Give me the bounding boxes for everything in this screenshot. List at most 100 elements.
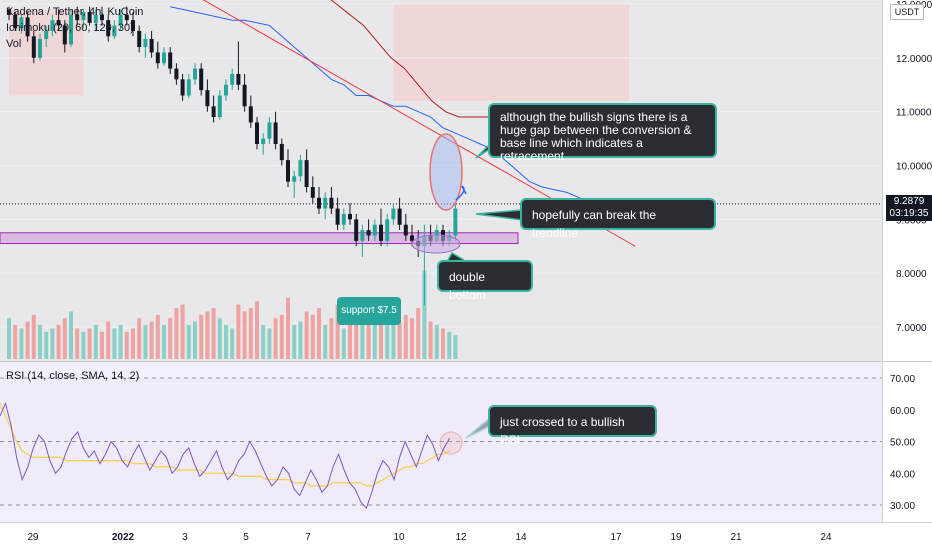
price-tick-label: 12.0000 [896, 54, 932, 65]
volume-bar [447, 331, 452, 359]
candle-body [186, 79, 191, 96]
volume-bar [112, 328, 117, 359]
support-zone[interactable] [0, 232, 519, 245]
candle-body [25, 17, 30, 37]
volume-bar [19, 328, 24, 359]
last-price-value: 9.2879 [893, 196, 925, 207]
currency-label[interactable]: USDT [890, 4, 924, 20]
volume-bar [279, 314, 284, 359]
candle-body [323, 197, 328, 209]
volume-bar [7, 318, 11, 359]
volume-bar [329, 318, 334, 359]
candle-body [180, 79, 185, 96]
candle-body [44, 30, 49, 39]
volume-bar [87, 328, 92, 359]
candle-body [155, 52, 160, 64]
volume-bar [304, 311, 309, 359]
candle-body [149, 38, 154, 53]
candle-body [87, 12, 92, 23]
volume-bar [174, 308, 179, 359]
volume-bar [143, 325, 148, 359]
volume-bar [248, 308, 253, 359]
gap-callout-pointer [475, 145, 489, 159]
candle-body [211, 106, 216, 118]
volume-bar [354, 301, 359, 359]
candle-body [329, 197, 334, 209]
volume-bar [385, 325, 390, 359]
candle-body [391, 208, 396, 220]
rsi-callout[interactable]: just crossed to a bullish RSI [488, 405, 657, 447]
candle-body [131, 20, 135, 31]
candle-body [199, 68, 204, 91]
candle-body [317, 197, 321, 209]
support-zone-band [0, 232, 519, 245]
candle-body [348, 213, 352, 220]
trendline-callout[interactable]: hopefully can break the trendline [520, 198, 716, 240]
volume-bar [149, 321, 154, 359]
volume-bar [25, 321, 30, 359]
volume-bar [422, 270, 427, 359]
volume-bar [434, 325, 439, 359]
support-callout[interactable]: support $7.5 [337, 297, 401, 325]
volume-bar [292, 325, 297, 359]
cloud-region [393, 4, 629, 101]
time-tick-label: 7 [305, 532, 311, 543]
candle-body [106, 20, 111, 37]
volume-bar [348, 325, 352, 359]
double-bottom-callout[interactable]: double bottom [437, 260, 533, 302]
volume-bar [379, 311, 383, 359]
volume-bar [205, 311, 210, 359]
symbol-legend[interactable]: Kadena / Tether, 4h, KuCoin [6, 6, 144, 18]
volume-bar [372, 321, 377, 359]
bullish-arrow [455, 185, 467, 201]
candle-body [304, 160, 309, 188]
trend-callout-pointer [475, 209, 523, 221]
rsi-tick-label: 50.00 [890, 438, 915, 449]
volume-bar [50, 328, 55, 359]
candle-body [385, 219, 390, 241]
time-tick-label: 2022 [112, 532, 135, 543]
base-line [330, 0, 514, 118]
rsi-tick-label: 30.00 [890, 501, 915, 512]
candle-body [100, 14, 104, 21]
candle-body [38, 38, 42, 58]
candle-body [217, 95, 222, 118]
candle-body [205, 90, 210, 107]
volume-legend[interactable]: Vol [6, 38, 22, 50]
volume-bar [137, 318, 142, 359]
volume-bar [255, 301, 259, 359]
volume-bar [100, 331, 104, 359]
volume-bar [118, 325, 123, 359]
time-tick-label: 17 [610, 532, 622, 543]
candle-body [112, 25, 117, 37]
candle-body [224, 84, 228, 96]
time-tick-label: 3 [182, 532, 188, 543]
candle-body [75, 14, 80, 21]
volume-bar [124, 331, 129, 359]
volume-bar [211, 308, 216, 359]
bar-countdown: 03:19:35 [889, 208, 929, 219]
candle-body [292, 176, 297, 182]
volume-bars [7, 270, 458, 359]
volume-bar [106, 321, 111, 359]
candle-body [236, 73, 241, 85]
gap-callout[interactable]: although the bullish signs there is a hu… [488, 103, 717, 163]
candle-body [124, 14, 129, 21]
time-tick-label: 5 [243, 532, 249, 543]
candle-body [335, 208, 340, 225]
double-bottom-ellipse [411, 234, 461, 254]
candle-body [7, 9, 11, 15]
candle-body [341, 213, 346, 225]
volume-bar [335, 304, 340, 359]
candle-body [193, 68, 197, 80]
volume-bar [403, 314, 408, 359]
rsi-tick-label: 70.00 [890, 374, 915, 385]
candle-body [31, 36, 36, 58]
volume-bar [397, 321, 402, 359]
candle-body [69, 14, 73, 45]
rsi-legend[interactable]: RSI (14, close, SMA, 14, 2) [6, 370, 140, 382]
volume-bar [428, 321, 433, 359]
volume-bar [31, 314, 36, 359]
ichimoku-legend[interactable]: Ichimoku (20, 60, 120, 30) [6, 22, 134, 34]
